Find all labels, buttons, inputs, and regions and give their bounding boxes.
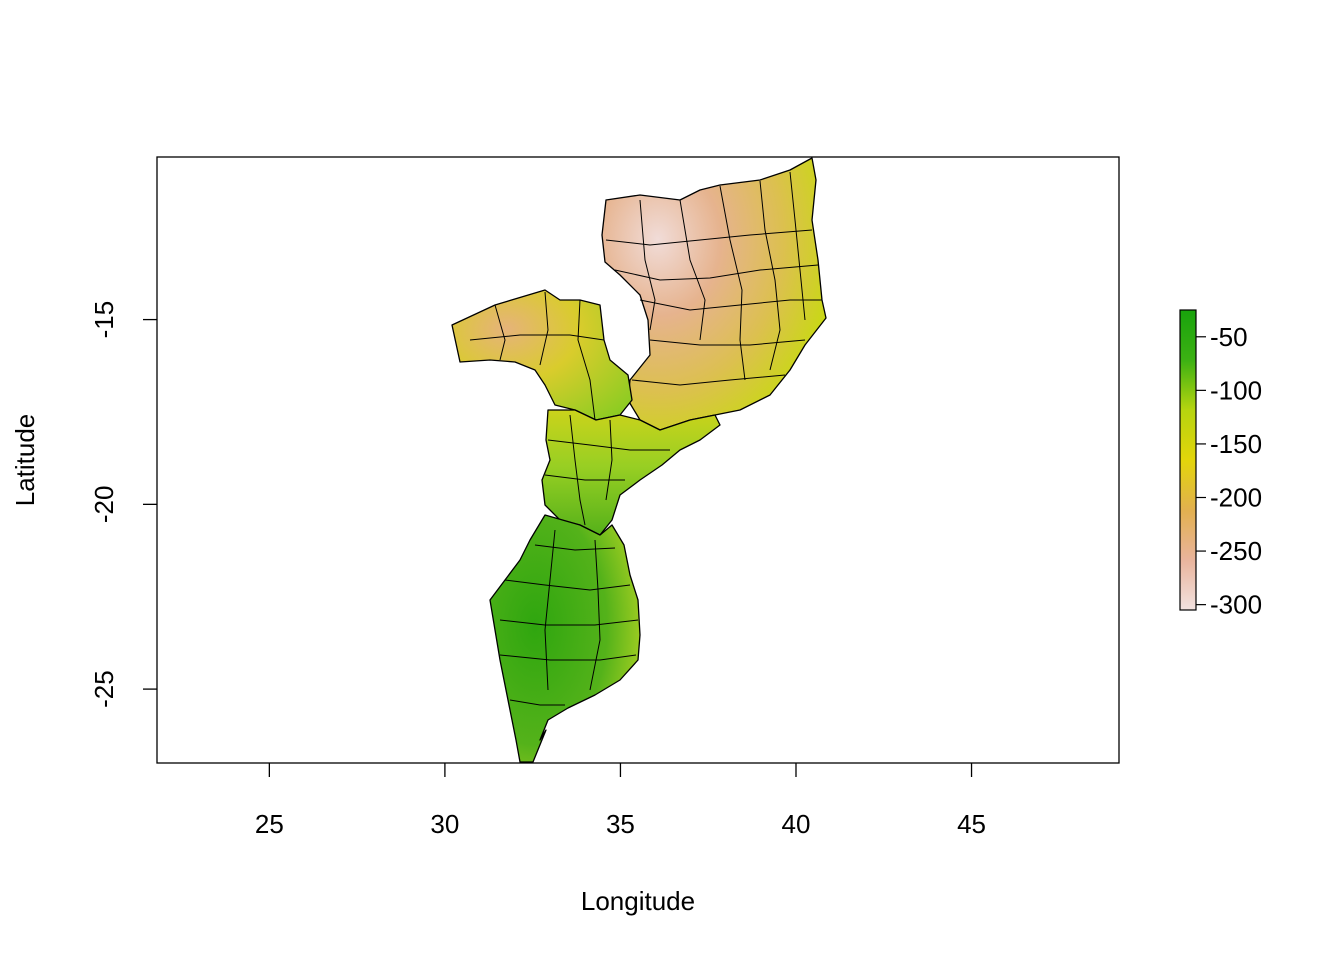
x-tick-label: 30: [430, 809, 459, 839]
x-tick-label: 40: [782, 809, 811, 839]
map-region-center: [541, 409, 721, 536]
x-tick-label: 25: [255, 809, 284, 839]
district-border: [631, 374, 786, 386]
district-border: [605, 229, 813, 246]
district-border: [759, 180, 781, 371]
district-border: [469, 334, 605, 341]
district-border: [569, 414, 586, 526]
x-tick-label: 45: [957, 809, 986, 839]
map-region-north: [601, 157, 827, 431]
district-border: [679, 199, 706, 341]
y-tick-label: -25: [89, 670, 119, 708]
district-border: [494, 304, 506, 361]
district-border: [544, 529, 556, 691]
y-axis: -15 -20 -25: [89, 301, 157, 708]
district-border: [577, 299, 596, 421]
y-tick-label: -20: [89, 486, 119, 524]
district-border: [789, 171, 806, 321]
map-region-south: [489, 514, 641, 763]
district-border: [605, 419, 613, 501]
x-tick-label: 35: [606, 809, 635, 839]
district-border: [639, 299, 822, 311]
district-border: [547, 439, 670, 451]
district-borders: [469, 171, 822, 706]
district-border: [509, 699, 565, 706]
district-border: [639, 199, 656, 331]
legend-tick-label: -50: [1210, 322, 1248, 352]
legend-tick-label: -200: [1210, 483, 1262, 513]
district-border: [499, 619, 639, 626]
plot-frame: [156, 156, 1120, 764]
district-border: [589, 539, 601, 691]
legend-tick-label: -150: [1210, 429, 1262, 459]
district-border: [539, 291, 549, 366]
district-border: [649, 339, 806, 346]
map-layer: [451, 157, 827, 763]
y-tick-label: -15: [89, 301, 119, 339]
x-axis: 25 30 35 40 45: [255, 763, 986, 839]
x-axis-label: Longitude: [581, 886, 695, 916]
district-border: [499, 654, 637, 661]
district-border: [544, 474, 625, 481]
legend-tick-label: -100: [1210, 375, 1262, 405]
district-border: [534, 544, 616, 551]
district-border: [504, 579, 631, 591]
district-border: [614, 264, 819, 281]
district-border: [719, 185, 746, 381]
legend-tick-label: -300: [1210, 590, 1262, 620]
legend-tick-label: -250: [1210, 536, 1262, 566]
legend-colorbar: [1179, 309, 1197, 611]
color-legend: -50 -100 -150 -200 -250 -300: [1179, 309, 1262, 620]
y-axis-label: Latitude: [10, 414, 40, 507]
